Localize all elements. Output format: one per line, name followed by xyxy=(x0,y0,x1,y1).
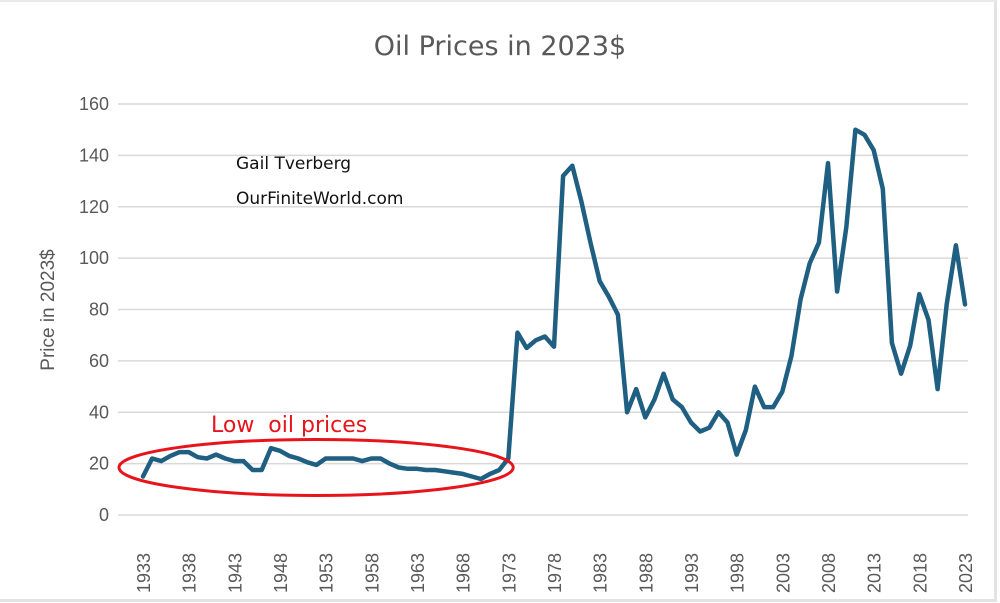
x-tick-label: 1983 xyxy=(591,553,611,593)
y-tick-label: 80 xyxy=(89,300,109,320)
x-tick-label: 1993 xyxy=(682,553,702,593)
x-tick-label: 1933 xyxy=(134,553,154,593)
website-note: OurFiniteWorld.com xyxy=(236,189,403,209)
author-note: Gail Tverberg xyxy=(236,154,351,174)
x-tick-label: 1978 xyxy=(545,553,565,593)
y-tick-label: 40 xyxy=(89,402,109,422)
x-tick-label: 1963 xyxy=(408,553,428,593)
low-price-highlight-ellipse xyxy=(117,437,515,497)
series-group xyxy=(140,127,968,482)
y-tick-label: 20 xyxy=(89,454,109,474)
y-tick-label: 140 xyxy=(79,145,109,165)
series-line-0 xyxy=(140,127,968,482)
x-tick-label: 1948 xyxy=(271,553,291,593)
x-tick-label: 1938 xyxy=(180,553,200,593)
x-tick-label: 2008 xyxy=(819,553,839,593)
x-tick-label: 1998 xyxy=(728,553,748,593)
y-tick-label: 160 xyxy=(79,94,109,114)
y-tick-label: 0 xyxy=(99,505,109,525)
x-tick-label: 1958 xyxy=(362,553,382,593)
x-tick-label: 1953 xyxy=(317,553,337,593)
gridlines xyxy=(118,103,968,516)
low-oil-prices-annotation: Low oil prices xyxy=(211,413,367,438)
y-axis-label: Price in 2023$ xyxy=(38,249,59,371)
x-tick-label: 1988 xyxy=(636,553,656,593)
x-tick-label: 2013 xyxy=(865,553,885,593)
x-tick-label: 2023 xyxy=(956,553,976,593)
y-tick-label: 120 xyxy=(79,197,109,217)
chart-title: Oil Prices in 2023$ xyxy=(374,31,626,62)
x-tick-label: 1943 xyxy=(225,553,245,593)
y-axis-ticks: 0 20 40 60 80 100 120 140 160 xyxy=(79,94,109,525)
x-axis-ticks: 1933 1938 1943 1948 1953 1958 1963 1968 1973 1978… xyxy=(134,553,976,593)
x-tick-label: 2003 xyxy=(773,553,793,593)
x-tick-label: 1973 xyxy=(499,553,519,593)
y-tick-label: 60 xyxy=(89,351,109,371)
x-tick-label: 1968 xyxy=(454,553,474,593)
x-tick-label: 2018 xyxy=(910,553,930,593)
y-tick-label: 100 xyxy=(79,248,109,268)
